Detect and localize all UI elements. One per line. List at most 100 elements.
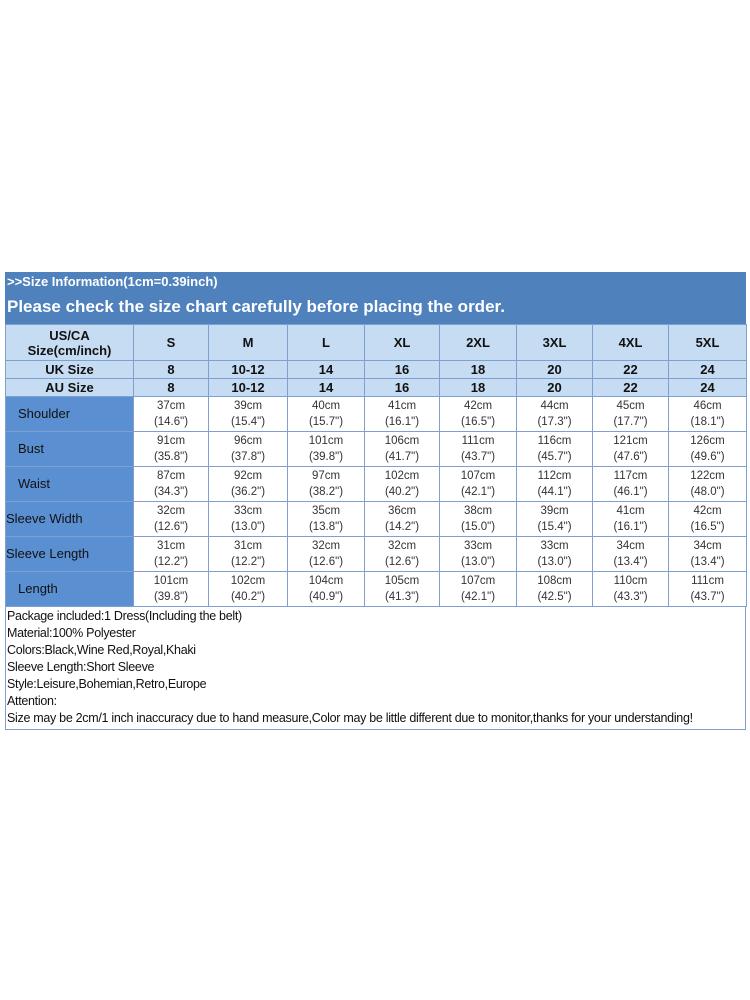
measurement-cell: 87cm (34.3"): [133, 466, 209, 502]
measurement-cm: 31cm: [156, 540, 186, 552]
table-row: Bust 91cm (35.8") 96cm (37.8") 101cm (39.8") 10…: [5, 431, 747, 467]
measurement-cm: 102cm: [230, 575, 266, 587]
measurement-cell: 33cm (13.0"): [439, 536, 517, 572]
measurement-cell: 41cm (16.1"): [592, 501, 669, 537]
product-notes: Package included:1 Dress(Including the b…: [5, 607, 746, 730]
measurement-cell: 96cm (37.8"): [208, 431, 288, 467]
measurement-cm: 36cm: [387, 505, 417, 517]
measurement-in: (14.2"): [384, 521, 420, 533]
measurement-in: (15.0"): [460, 521, 496, 533]
au-size-value: 22: [592, 378, 669, 397]
measurement-cell: 37cm (14.6"): [133, 396, 209, 432]
measurement-in: (42.5"): [537, 591, 572, 603]
measurement-in: (38.2"): [308, 486, 344, 498]
header-row-au: AU Size 8 10-12 14 16 18 20 22 24: [5, 378, 747, 397]
measurement-in: (17.3"): [537, 416, 572, 428]
measurement-cm: 117cm: [613, 470, 648, 482]
size-header: 3XL: [516, 324, 593, 361]
measurement-cm: 42cm: [463, 400, 493, 412]
measurement-cell: 106cm (41.7"): [364, 431, 440, 467]
measurement-cell: 108cm (42.5"): [516, 571, 593, 607]
measurement-cell: 110cm (43.3"): [592, 571, 669, 607]
measurement-in: (15.4"): [230, 416, 266, 428]
measurement-in: (13.0"): [537, 556, 572, 568]
measurement-cm: 32cm: [311, 540, 341, 552]
measurement-cell: 39cm (15.4"): [516, 501, 593, 537]
measurement-in: (42.1"): [460, 486, 496, 498]
measurement-cm: 41cm: [616, 505, 645, 517]
measurement-in: (43.3"): [613, 591, 648, 603]
measurement-cm: 107cm: [460, 470, 496, 482]
measurement-in: (47.6"): [613, 451, 648, 463]
measurement-cell: 33cm (13.0"): [516, 536, 593, 572]
measurement-cell: 111cm (43.7"): [439, 431, 517, 467]
measurement-cell: 39cm (15.4"): [208, 396, 288, 432]
au-size-label: AU Size: [5, 378, 134, 397]
note-line: Package included:1 Dress(Including the b…: [7, 609, 242, 623]
measurement-cm: 92cm: [233, 470, 263, 482]
measurement-cm: 39cm: [540, 505, 569, 517]
size-info-title: >>Size Information(1cm=0.39inch): [5, 272, 746, 292]
measurement-cell: 34cm (13.4"): [668, 536, 747, 572]
measurement-cm: 108cm: [537, 575, 572, 587]
measurement-in: (13.0"): [460, 556, 496, 568]
measurement-cell: 117cm (46.1"): [592, 466, 669, 502]
uk-size-value: 20: [516, 360, 593, 379]
measurement-cell: 42cm (16.5"): [439, 396, 517, 432]
measurement-cell: 38cm (15.0"): [439, 501, 517, 537]
measurement-cm: 91cm: [156, 435, 186, 447]
measurement-cm: 33cm: [540, 540, 569, 552]
measurement-cm: 101cm: [153, 575, 189, 587]
measurement-cm: 38cm: [463, 505, 493, 517]
measurement-cm: 44cm: [540, 400, 569, 412]
measurement-cell: 107cm (42.1"): [439, 571, 517, 607]
measurement-in: (12.2"): [153, 556, 189, 568]
measurement-cm: 32cm: [156, 505, 186, 517]
table-row: Sleeve Length 31cm (12.2") 31cm (12.2") 32cm (…: [5, 536, 747, 572]
au-size-value: 14: [287, 378, 365, 397]
measurement-cell: 116cm (45.7"): [516, 431, 593, 467]
measurement-cell: 122cm (48.0"): [668, 466, 747, 502]
size-header: XL: [364, 324, 440, 361]
measurement-in: (16.5"): [690, 521, 725, 533]
measurement-cm: 122cm: [690, 470, 725, 482]
measurement-in: (39.8"): [308, 451, 344, 463]
measurement-in: (35.8"): [153, 451, 189, 463]
measurement-in: (41.7"): [384, 451, 420, 463]
measurement-in: (16.5"): [460, 416, 496, 428]
measurement-cell: 31cm (12.2"): [133, 536, 209, 572]
measurement-cell: 32cm (12.6"): [133, 501, 209, 537]
measurement-cell: 31cm (12.2"): [208, 536, 288, 572]
measurement-cell: 92cm (36.2"): [208, 466, 288, 502]
measurement-in: (42.1"): [460, 591, 496, 603]
measurement-cm: 101cm: [308, 435, 344, 447]
measurement-cm: 121cm: [613, 435, 648, 447]
measurement-cell: 32cm (12.6"): [364, 536, 440, 572]
measurement-cell: 101cm (39.8"): [133, 571, 209, 607]
measurement-cell: 46cm (18.1"): [668, 396, 747, 432]
measurement-in: (34.3"): [153, 486, 189, 498]
note-line: Attention:: [7, 694, 57, 708]
measurement-cm: 111cm: [461, 435, 495, 447]
measurement-in: (44.1"): [537, 486, 572, 498]
size-header: L: [287, 324, 365, 361]
measurement-label: Sleeve Width: [5, 501, 134, 537]
measurement-cm: 37cm: [156, 400, 186, 412]
measurement-cell: 36cm (14.2"): [364, 501, 440, 537]
measurement-in: (48.0"): [690, 486, 725, 498]
measurement-in: (45.7"): [537, 451, 572, 463]
note-line: Colors:Black,Wine Red,Royal,Khaki: [7, 643, 196, 657]
measurement-cm: 104cm: [308, 575, 344, 587]
measurement-cell: 97cm (38.2"): [287, 466, 365, 502]
measurement-in: (13.4"): [690, 556, 725, 568]
measurement-cm: 39cm: [233, 400, 263, 412]
measurement-cm: 40cm: [311, 400, 341, 412]
measurement-in: (13.8"): [308, 521, 344, 533]
measurement-cm: 42cm: [693, 505, 722, 517]
measurement-in: (36.2"): [230, 486, 266, 498]
au-size-value: 20: [516, 378, 593, 397]
measurement-cm: 116cm: [537, 435, 572, 447]
us-size-label-line: Size(cm/inch): [27, 342, 112, 358]
measurement-cell: 41cm (16.1"): [364, 396, 440, 432]
measurement-in: (40.9"): [308, 591, 344, 603]
